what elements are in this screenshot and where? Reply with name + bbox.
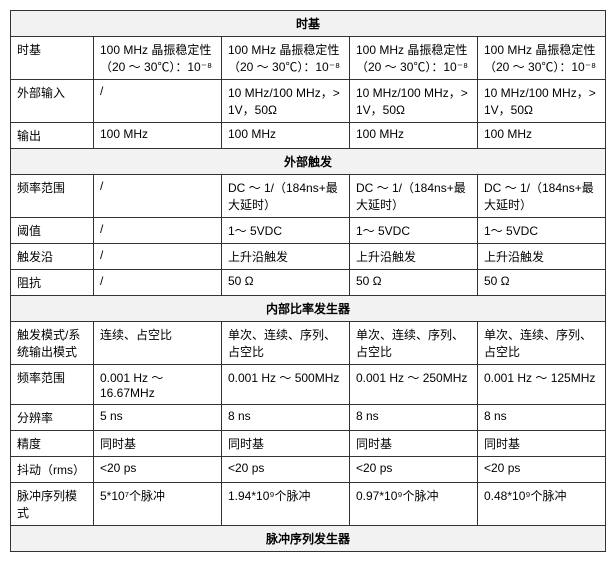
cell: 1～ 5VDC [222, 218, 350, 244]
table-row: 阈值/1～ 5VDC1～ 5VDC1～ 5VDC [11, 218, 606, 244]
section-header: 外部触发 [11, 149, 606, 175]
cell: / [94, 218, 222, 244]
cell: 0.001 Hz ～ 16.67MHz [94, 365, 222, 405]
cell: 10 MHz/100 MHz，> 1V，50Ω [222, 80, 350, 123]
section-header: 脉冲序列发生器 [11, 526, 606, 552]
cell: DC ～ 1/（184ns+最大延时） [350, 175, 478, 218]
cell: 50 Ω [350, 270, 478, 296]
cell: 0.97*10⁹个脉冲 [350, 483, 478, 526]
cell: 单次、连续、序列、占空比 [478, 322, 606, 365]
cell: <20 ps [94, 457, 222, 483]
cell: 1.94*10⁹个脉冲 [222, 483, 350, 526]
cell: 100 MHz [350, 123, 478, 149]
row-label: 外部输入 [11, 80, 94, 123]
cell: 上升沿触发 [222, 244, 350, 270]
cell: 8 ns [350, 405, 478, 431]
row-label: 精度 [11, 431, 94, 457]
cell: 同时基 [350, 431, 478, 457]
row-label: 阻抗 [11, 270, 94, 296]
table-row: 频率范围/DC ～ 1/（184ns+最大延时）DC ～ 1/（184ns+最大… [11, 175, 606, 218]
table-row: 外部输入/10 MHz/100 MHz，> 1V，50Ω10 MHz/100 M… [11, 80, 606, 123]
row-label: 分辨率 [11, 405, 94, 431]
cell: 100 MHz 晶振稳定性（20 ～ 30℃）：10⁻⁸ [350, 37, 478, 80]
cell: 同时基 [94, 431, 222, 457]
cell: / [94, 80, 222, 123]
row-label: 阈值 [11, 218, 94, 244]
cell: 10 MHz/100 MHz，> 1V，50Ω [478, 80, 606, 123]
cell: 8 ns [478, 405, 606, 431]
table-row: 输出100 MHz100 MHz100 MHz100 MHz [11, 123, 606, 149]
cell: 5*10⁷个脉冲 [94, 483, 222, 526]
cell: 连续、占空比 [94, 322, 222, 365]
table-row: 脉冲序列模式5*10⁷个脉冲1.94*10⁹个脉冲0.97*10⁹个脉冲0.48… [11, 483, 606, 526]
section-header: 内部比率发生器 [11, 296, 606, 322]
row-label: 触发沿 [11, 244, 94, 270]
cell: 0.001 Hz ～ 250MHz [350, 365, 478, 405]
cell: <20 ps [222, 457, 350, 483]
cell: 8 ns [222, 405, 350, 431]
cell: 100 MHz 晶振稳定性（20 ～ 30℃）：10⁻⁸ [94, 37, 222, 80]
cell: 0.001 Hz ～ 500MHz [222, 365, 350, 405]
cell: <20 ps [478, 457, 606, 483]
cell: 100 MHz [478, 123, 606, 149]
cell: 50 Ω [222, 270, 350, 296]
row-label: 脉冲序列模式 [11, 483, 94, 526]
table-row: 触发模式/系统输出模式连续、占空比单次、连续、序列、占空比单次、连续、序列、占空… [11, 322, 606, 365]
row-label: 抖动（rms） [11, 457, 94, 483]
cell: 0.48*10⁹个脉冲 [478, 483, 606, 526]
table-row: 精度同时基同时基同时基同时基 [11, 431, 606, 457]
cell: 同时基 [478, 431, 606, 457]
cell: 10 MHz/100 MHz，> 1V，50Ω [350, 80, 478, 123]
cell: / [94, 244, 222, 270]
cell: 5 ns [94, 405, 222, 431]
section-header: 时基 [11, 11, 606, 37]
cell: 100 MHz 晶振稳定性（20 ～ 30℃）：10⁻⁸ [222, 37, 350, 80]
row-label: 时基 [11, 37, 94, 80]
cell: 同时基 [222, 431, 350, 457]
cell: DC ～ 1/（184ns+最大延时） [222, 175, 350, 218]
row-label: 触发模式/系统输出模式 [11, 322, 94, 365]
cell: / [94, 175, 222, 218]
cell: 100 MHz [94, 123, 222, 149]
spec-table: 时基时基100 MHz 晶振稳定性（20 ～ 30℃）：10⁻⁸100 MHz … [10, 10, 606, 552]
cell: 50 Ω [478, 270, 606, 296]
cell: <20 ps [350, 457, 478, 483]
table-row: 触发沿/上升沿触发上升沿触发上升沿触发 [11, 244, 606, 270]
cell: 1～ 5VDC [478, 218, 606, 244]
cell: 1～ 5VDC [350, 218, 478, 244]
table-row: 分辨率5 ns8 ns8 ns8 ns [11, 405, 606, 431]
table-row: 频率范围0.001 Hz ～ 16.67MHz0.001 Hz ～ 500MHz… [11, 365, 606, 405]
row-label: 输出 [11, 123, 94, 149]
cell: 单次、连续、序列、占空比 [222, 322, 350, 365]
cell: 上升沿触发 [478, 244, 606, 270]
cell: 单次、连续、序列、占空比 [350, 322, 478, 365]
cell: 100 MHz [222, 123, 350, 149]
cell: 100 MHz 晶振稳定性（20 ～ 30℃）：10⁻⁸ [478, 37, 606, 80]
row-label: 频率范围 [11, 175, 94, 218]
row-label: 频率范围 [11, 365, 94, 405]
cell: / [94, 270, 222, 296]
cell: 上升沿触发 [350, 244, 478, 270]
table-row: 阻抗/50 Ω50 Ω50 Ω [11, 270, 606, 296]
cell: DC ～ 1/（184ns+最大延时） [478, 175, 606, 218]
cell: 0.001 Hz ～ 125MHz [478, 365, 606, 405]
table-row: 时基100 MHz 晶振稳定性（20 ～ 30℃）：10⁻⁸100 MHz 晶振… [11, 37, 606, 80]
table-row: 抖动（rms）<20 ps<20 ps<20 ps<20 ps [11, 457, 606, 483]
